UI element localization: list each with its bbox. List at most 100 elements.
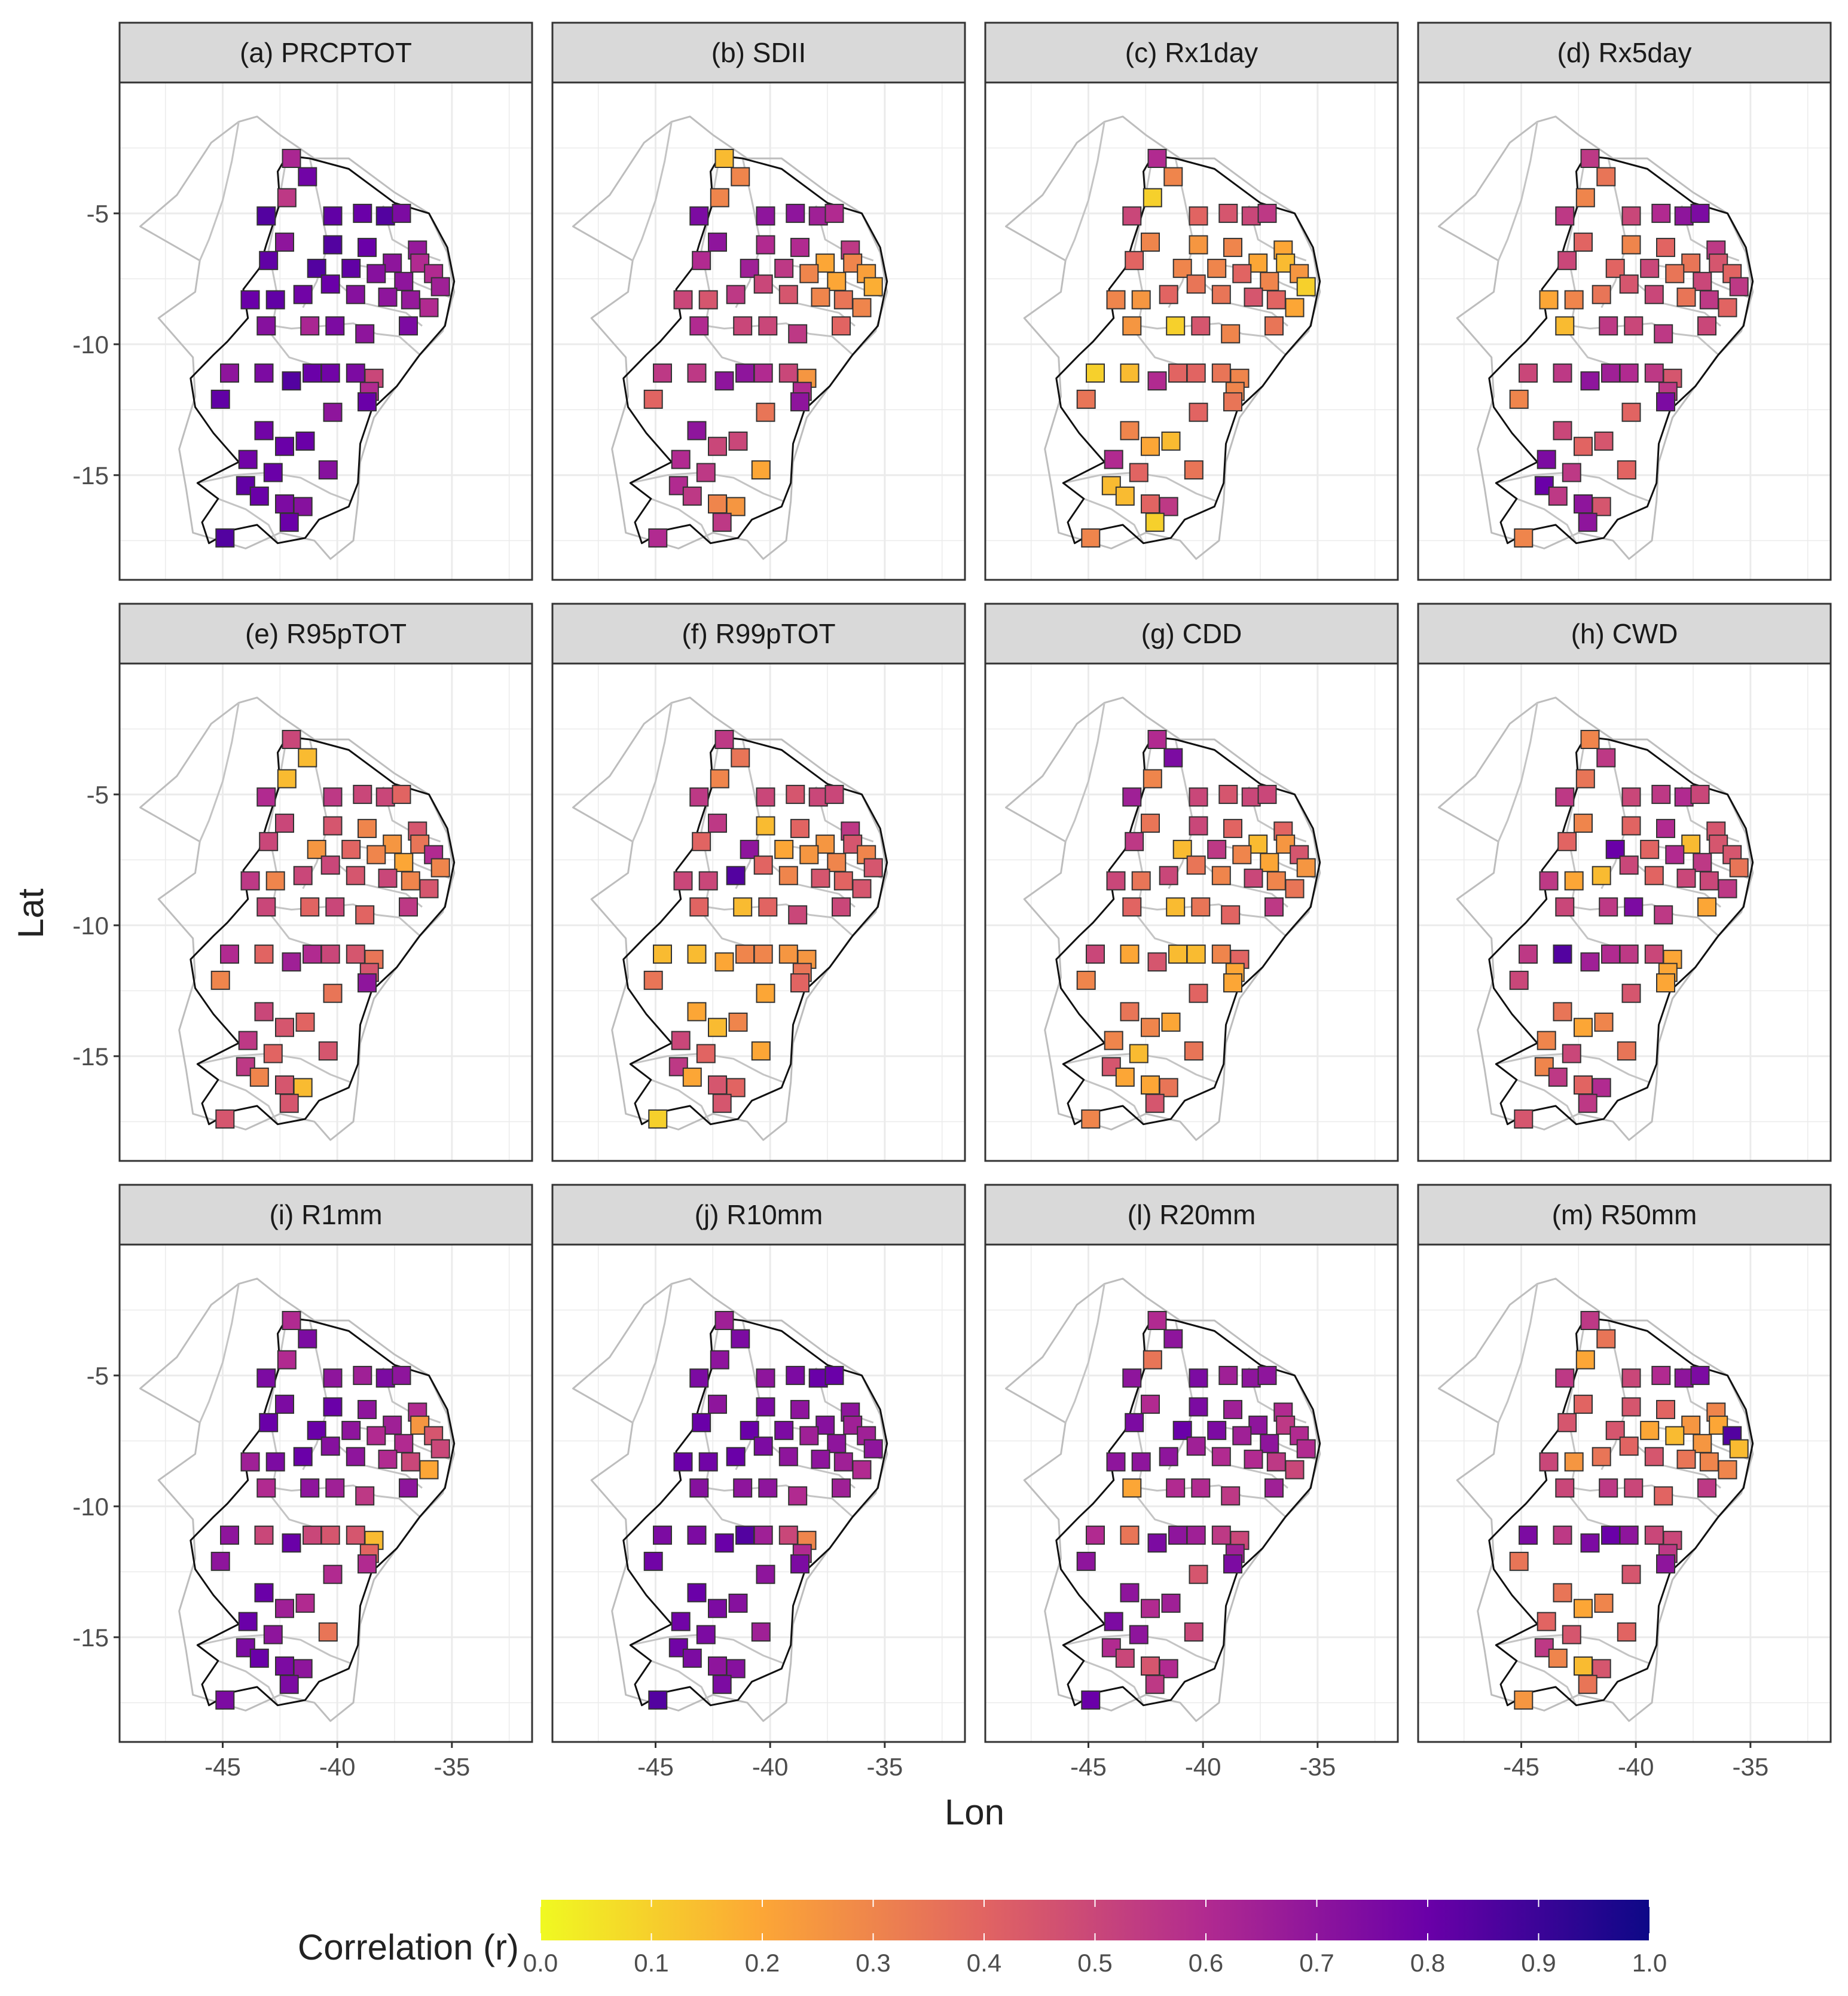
state-border xyxy=(809,332,854,356)
station-marker xyxy=(1120,1002,1140,1022)
station-marker xyxy=(366,1426,386,1445)
station-marker xyxy=(1605,1420,1625,1440)
station-marker xyxy=(712,512,732,532)
station-marker xyxy=(643,389,663,409)
station-marker xyxy=(753,944,773,964)
station-marker xyxy=(1693,271,1712,291)
panel-strip xyxy=(1417,22,1832,84)
colorbar-tick-label: 0.7 xyxy=(1299,1949,1334,1977)
station-marker xyxy=(808,206,828,226)
station-marker xyxy=(238,1031,258,1050)
station-marker xyxy=(1555,1368,1575,1388)
state-border xyxy=(1064,1283,1105,1423)
station-marker xyxy=(1599,1478,1618,1498)
station-marker xyxy=(1168,1526,1187,1545)
station-marker xyxy=(1599,897,1618,917)
station-marker xyxy=(275,494,294,513)
station-marker xyxy=(1076,1551,1096,1571)
station-marker xyxy=(1106,871,1126,891)
station-marker xyxy=(1619,944,1639,964)
station-marker xyxy=(353,203,372,223)
station-marker xyxy=(1621,206,1641,226)
station-marker xyxy=(1644,363,1664,383)
station-marker xyxy=(726,497,746,516)
colorbar-tick-label: 0.3 xyxy=(856,1949,890,1977)
station-marker xyxy=(1161,1012,1181,1032)
state-border xyxy=(809,913,854,937)
station-marker xyxy=(1621,1368,1641,1388)
station-marker xyxy=(1186,363,1206,383)
station-marker xyxy=(1654,905,1673,925)
station-marker xyxy=(1617,1622,1636,1642)
state-border xyxy=(218,1078,279,1125)
station-marker xyxy=(1592,866,1611,885)
station-marker xyxy=(320,855,340,875)
station-marker xyxy=(1676,1450,1696,1469)
station-markers xyxy=(210,730,450,1129)
station-marker xyxy=(753,855,773,875)
station-marker xyxy=(1120,1526,1140,1545)
region-outline-black xyxy=(190,155,456,545)
x-tick-label: -35 xyxy=(1299,1753,1336,1781)
station-marker xyxy=(863,858,883,878)
station-marker xyxy=(1104,450,1123,469)
station-marker xyxy=(1211,363,1231,383)
station-marker xyxy=(1575,188,1595,207)
station-marker xyxy=(1086,1526,1105,1545)
state-border xyxy=(1062,472,1217,503)
station-marker xyxy=(240,290,260,310)
station-marker xyxy=(852,1460,872,1480)
region-outline-grey xyxy=(572,115,888,560)
colorbar: Correlation (r) 0.0 0.1 0.2 0.3 0.4 0.5 0.6 0.7… xyxy=(298,1900,1667,1977)
station-marker xyxy=(1592,1659,1611,1679)
station-marker xyxy=(220,363,239,383)
station-marker xyxy=(712,1674,732,1694)
gridlines xyxy=(1418,82,1831,580)
station-marker xyxy=(753,363,773,383)
station-marker xyxy=(358,1554,377,1574)
station-marker xyxy=(1296,858,1316,878)
state-border xyxy=(1242,1494,1287,1518)
station-marker xyxy=(731,1329,750,1349)
panel-strip xyxy=(984,1184,1399,1246)
station-marker xyxy=(1681,1416,1701,1435)
station-marker xyxy=(300,897,320,917)
state-border xyxy=(631,121,673,261)
station-marker xyxy=(1257,203,1277,223)
station-marker xyxy=(790,1554,810,1574)
station-marker xyxy=(1619,1526,1639,1545)
station-marker xyxy=(1596,1329,1616,1349)
state-border xyxy=(1064,702,1105,842)
station-marker xyxy=(1548,486,1568,506)
station-marker xyxy=(1553,421,1572,441)
station-marker xyxy=(1189,983,1208,1003)
station-marker xyxy=(1244,288,1263,307)
state-border xyxy=(1064,121,1105,261)
station-marker xyxy=(1729,277,1749,297)
station-marker xyxy=(1619,363,1639,383)
station-marker xyxy=(1674,1368,1694,1388)
station-marker xyxy=(1575,769,1595,788)
station-marker xyxy=(1699,871,1719,891)
station-marker xyxy=(708,1395,727,1414)
station-marker xyxy=(1260,852,1279,872)
station-marker xyxy=(1120,421,1140,441)
station-marker xyxy=(696,463,716,482)
state-border xyxy=(1083,1659,1144,1706)
colorbar-tick-label: 0.1 xyxy=(634,1949,668,1977)
station-marker xyxy=(643,970,663,990)
station-marker xyxy=(282,730,301,749)
station-marker xyxy=(682,1648,702,1668)
station-marker xyxy=(1574,1075,1593,1095)
station-markers xyxy=(643,1311,883,1710)
station-marker xyxy=(1574,1656,1593,1676)
station-marker xyxy=(833,1452,853,1472)
panel: (c) Rx1day xyxy=(984,22,1399,581)
station-marker xyxy=(778,1526,798,1545)
station-marker xyxy=(265,1452,285,1472)
station-marker xyxy=(275,814,294,833)
station-marker xyxy=(1120,1583,1140,1603)
station-marker xyxy=(300,1478,320,1498)
station-marker xyxy=(815,253,835,273)
station-marker xyxy=(1592,1447,1611,1466)
